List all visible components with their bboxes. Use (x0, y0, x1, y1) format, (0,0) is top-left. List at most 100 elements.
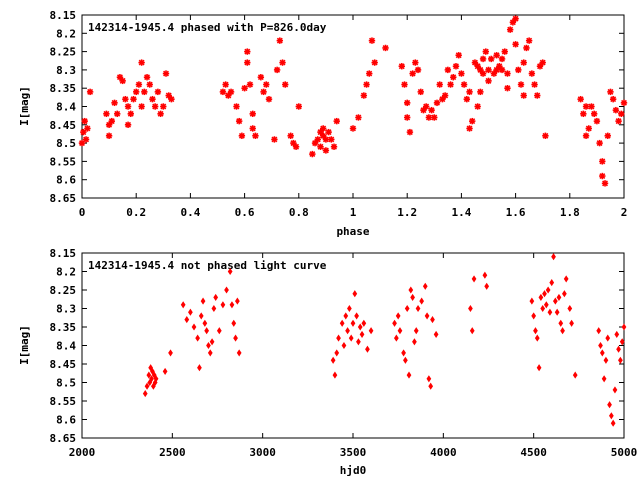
data-point (455, 52, 462, 59)
data-point (577, 95, 584, 103)
x-tick-label: 2 (621, 206, 628, 219)
data-point (596, 327, 602, 335)
data-point (276, 37, 284, 44)
data-point (493, 52, 500, 59)
data-point (409, 70, 416, 77)
data-point (84, 125, 91, 132)
phased-light-curve-panel: 142314-1945.4 phased with P=826.0day pha… (18, 9, 627, 238)
data-point (424, 312, 430, 320)
data-point (382, 44, 389, 52)
unphased-data-points (142, 253, 627, 427)
unphased-x-axis-label: hjd0 (340, 464, 367, 477)
x-tick-label: 1.8 (560, 206, 580, 219)
data-point (515, 66, 522, 74)
data-point (604, 132, 611, 139)
data-point (350, 319, 356, 327)
data-point (618, 110, 625, 118)
data-point (149, 375, 154, 383)
data-point (406, 371, 412, 379)
x-tick-label: 3500 (340, 446, 367, 459)
y-tick-label: 8.5 (56, 377, 76, 390)
data-point (216, 327, 222, 335)
data-point (144, 382, 150, 390)
data-point (130, 95, 137, 103)
y-tick-label: 8.2 (56, 266, 76, 279)
data-point (479, 55, 487, 63)
data-point (108, 117, 116, 125)
x-tick-label: 4000 (430, 446, 457, 459)
data-point (607, 88, 614, 96)
data-point (433, 99, 441, 107)
data-point (605, 334, 611, 342)
data-point (415, 304, 421, 313)
data-point (599, 172, 606, 180)
data-point (572, 371, 578, 379)
data-point (558, 319, 564, 327)
data-point (227, 88, 235, 96)
data-point (482, 48, 489, 55)
data-point (220, 301, 226, 309)
x-tick-label: 1.6 (506, 206, 526, 219)
data-point (157, 110, 164, 118)
data-point (599, 349, 605, 357)
data-point (198, 312, 204, 320)
data-point (540, 304, 546, 313)
data-point (422, 103, 430, 110)
y-tick-label: 8.3 (56, 64, 76, 77)
data-point (162, 70, 170, 77)
data-point (348, 334, 354, 342)
data-point (149, 95, 156, 103)
data-point (227, 267, 233, 276)
data-point (401, 349, 406, 357)
data-point (598, 341, 603, 350)
data-point (404, 99, 411, 107)
data-point (612, 386, 618, 394)
data-point (593, 117, 601, 125)
phased-y-axis-label: I[mag] (18, 86, 31, 126)
data-point (466, 88, 473, 96)
data-point (601, 180, 609, 187)
data-point (551, 253, 556, 261)
data-point (202, 319, 208, 327)
x-tick-label: 1 (350, 206, 357, 219)
data-point (404, 304, 410, 313)
data-point (343, 312, 349, 320)
data-point (168, 349, 173, 357)
y-tick-label: 8.2 (56, 27, 76, 40)
data-point (154, 88, 162, 96)
phased-chart-title: 142314-1945.4 phased with P=826.0day (88, 21, 327, 34)
data-point (395, 312, 401, 320)
data-point (485, 66, 492, 74)
data-point (422, 282, 428, 290)
data-point (545, 286, 551, 294)
data-point (554, 308, 560, 316)
x-tick-label: 1.4 (451, 206, 471, 219)
data-point (341, 341, 347, 350)
y-tick-label: 8.35 (50, 321, 77, 334)
data-point (590, 110, 598, 118)
x-tick-label: 2000 (69, 446, 96, 459)
data-point (279, 59, 286, 66)
data-point (536, 364, 542, 372)
data-point (339, 319, 345, 327)
data-point (111, 99, 118, 107)
data-point (314, 136, 321, 143)
data-point (428, 382, 434, 390)
data-point (504, 84, 511, 92)
data-point (433, 330, 439, 338)
data-point (235, 117, 243, 125)
y-tick-label: 8.15 (50, 9, 77, 22)
data-point (477, 88, 484, 96)
data-point (542, 290, 547, 298)
data-point (325, 128, 332, 136)
x-tick-label: 0.6 (235, 206, 255, 219)
data-point (271, 136, 278, 143)
data-point (162, 367, 168, 375)
data-point (295, 103, 302, 110)
data-point (105, 132, 113, 139)
data-point (322, 147, 330, 154)
y-tick-label: 8.3 (56, 303, 76, 316)
data-point (213, 293, 219, 301)
data-point (452, 63, 460, 70)
data-point (549, 279, 555, 287)
